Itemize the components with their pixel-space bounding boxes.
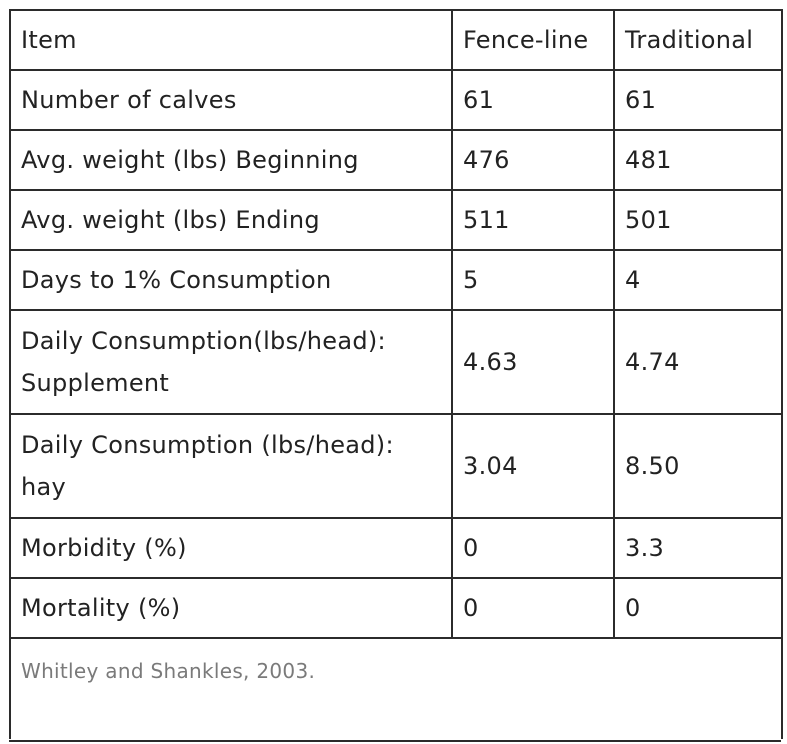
table-row: Number of calves 61 61 bbox=[9, 69, 783, 131]
row-fence-line-value: 5 bbox=[451, 249, 615, 311]
table-row: Avg. weight (lbs) Ending 511 501 bbox=[9, 189, 783, 251]
row-item-label: Morbidity (%) bbox=[9, 517, 453, 579]
row-item-label: Number of calves bbox=[9, 69, 453, 131]
row-fence-line-value: 476 bbox=[451, 129, 615, 191]
row-traditional-value: 61 bbox=[613, 69, 783, 131]
row-item-label: Days to 1% Consumption bbox=[9, 249, 453, 311]
row-fence-line-value: 0 bbox=[451, 577, 615, 639]
row-item-label: Daily Consumption(lbs/head): Supplement bbox=[9, 309, 453, 415]
table-row: Mortality (%) 0 0 bbox=[9, 577, 783, 639]
header-item: Item bbox=[9, 9, 453, 71]
row-traditional-value: 0 bbox=[613, 577, 783, 639]
table-row: Avg. weight (lbs) Beginning 476 481 bbox=[9, 129, 783, 191]
row-traditional-value: 8.50 bbox=[613, 413, 783, 519]
row-item-label: Daily Consumption (lbs/head): hay bbox=[9, 413, 453, 519]
source-citation: Whitley and Shankles, 2003. bbox=[9, 637, 783, 739]
table-bottom-border bbox=[9, 740, 781, 742]
table-row: Days to 1% Consumption 5 4 bbox=[9, 249, 783, 311]
row-traditional-value: 4 bbox=[613, 249, 783, 311]
table-header-row: Item Fence-line Traditional bbox=[9, 9, 783, 71]
table-row: Daily Consumption(lbs/head): Supplement … bbox=[9, 309, 783, 415]
row-traditional-value: 4.74 bbox=[613, 309, 783, 415]
row-fence-line-value: 0 bbox=[451, 517, 615, 579]
row-fence-line-value: 3.04 bbox=[451, 413, 615, 519]
row-item-label: Avg. weight (lbs) Ending bbox=[9, 189, 453, 251]
row-traditional-value: 501 bbox=[613, 189, 783, 251]
row-item-label: Avg. weight (lbs) Beginning bbox=[9, 129, 453, 191]
row-fence-line-value: 511 bbox=[451, 189, 615, 251]
header-traditional: Traditional bbox=[613, 9, 783, 71]
row-fence-line-value: 4.63 bbox=[451, 309, 615, 415]
data-table-container: Item Fence-line Traditional Number of ca… bbox=[9, 9, 783, 739]
row-item-label: Mortality (%) bbox=[9, 577, 453, 639]
row-traditional-value: 481 bbox=[613, 129, 783, 191]
row-traditional-value: 3.3 bbox=[613, 517, 783, 579]
row-fence-line-value: 61 bbox=[451, 69, 615, 131]
source-row: Whitley and Shankles, 2003. bbox=[9, 637, 783, 739]
header-fence-line: Fence-line bbox=[451, 9, 615, 71]
comparison-table: Item Fence-line Traditional Number of ca… bbox=[9, 9, 783, 739]
table-row: Daily Consumption (lbs/head): hay 3.04 8… bbox=[9, 413, 783, 519]
table-row: Morbidity (%) 0 3.3 bbox=[9, 517, 783, 579]
